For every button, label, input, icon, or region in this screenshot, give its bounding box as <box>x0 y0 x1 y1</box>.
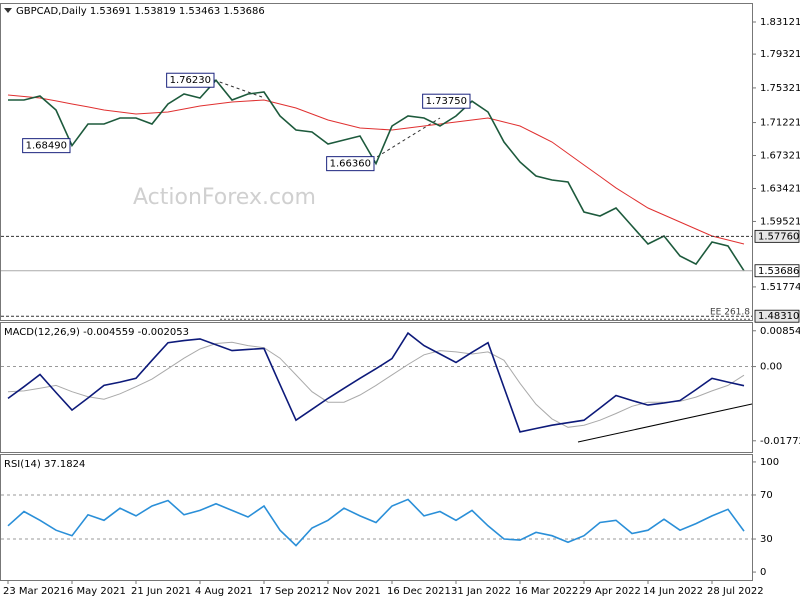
annotation-label: 1.66360 <box>330 159 371 170</box>
chart-title: GBPCAD,Daily 1.53691 1.53819 1.53463 1.5… <box>16 6 265 17</box>
swing-line <box>213 79 263 98</box>
series-line <box>8 78 745 272</box>
annotation-label: 1.73750 <box>426 96 467 107</box>
macd-panel <box>0 322 753 453</box>
y-tick-label: 1.75321 <box>760 83 800 94</box>
y-tick-label: 1.51774 <box>760 282 800 293</box>
y-tick-label: 1.79321 <box>760 49 800 60</box>
y-tick-label: 30 <box>760 534 773 545</box>
level-box <box>754 309 800 323</box>
y-tick-label: 0.008543 <box>760 326 800 337</box>
y-tick-label: 70 <box>760 490 773 501</box>
x-tick-label: 16 Dec 2021 <box>387 586 451 597</box>
annotation-label: 1.68490 <box>26 141 67 152</box>
macd-title: MACD(12,26,9) -0.004559 -0.002053 <box>4 327 189 338</box>
x-tick-label: 6 May 2021 <box>67 586 126 597</box>
annotation-box <box>422 93 471 109</box>
menu-icon <box>4 8 12 13</box>
x-tick-label: 2 Nov 2021 <box>323 586 381 597</box>
level-box <box>754 229 800 243</box>
y-tick-label: 1.59521 <box>760 216 800 227</box>
y-tick-label: 1.71221 <box>760 118 800 129</box>
level-box <box>754 264 800 278</box>
x-tick-label: 29 Apr 2022 <box>579 586 641 597</box>
level-label: 1.57760 <box>758 231 799 242</box>
y-tick-label: 1.63421 <box>760 183 800 194</box>
y-tick-label: 0 <box>760 567 766 578</box>
y-tick-label: 1.67321 <box>760 151 800 162</box>
level-label: 1.53686 <box>758 266 799 277</box>
x-tick-label: 31 Jan 2022 <box>451 586 511 597</box>
x-tick-label: 17 Sep 2021 <box>259 586 322 597</box>
series-line <box>7 498 745 547</box>
y-tick-label: 0.00 <box>760 362 782 373</box>
y-tick-label: 1.83121 <box>760 17 800 28</box>
series-line <box>7 94 745 245</box>
trend-line <box>577 403 753 443</box>
y-tick-label: 100 <box>760 457 779 468</box>
rsi-panel <box>0 454 753 581</box>
level-note: EE 261.8 <box>710 308 750 318</box>
annotation-box <box>22 138 71 154</box>
series-line <box>7 341 745 428</box>
x-tick-label: 21 Jun 2021 <box>131 586 191 597</box>
x-tick-label: 23 Mar 2021 <box>3 586 66 597</box>
annotation-label: 1.76230 <box>170 75 211 86</box>
x-tick-label: 14 Jun 2022 <box>643 586 703 597</box>
x-tick-label: 16 Mar 2022 <box>515 586 578 597</box>
y-tick-label: -0.017722 <box>760 436 800 447</box>
rsi-title: RSI(14) 37.1824 <box>4 459 85 470</box>
annotation-box <box>326 156 375 172</box>
x-tick-label: 4 Aug 2021 <box>195 586 253 597</box>
watermark: ActionForex.com <box>133 185 316 210</box>
x-tick-label: 28 Jul 2022 <box>707 586 764 597</box>
price-panel <box>0 3 753 321</box>
series-line <box>7 331 745 433</box>
level-label: 1.48310 <box>758 311 799 322</box>
annotation-box <box>166 72 215 88</box>
